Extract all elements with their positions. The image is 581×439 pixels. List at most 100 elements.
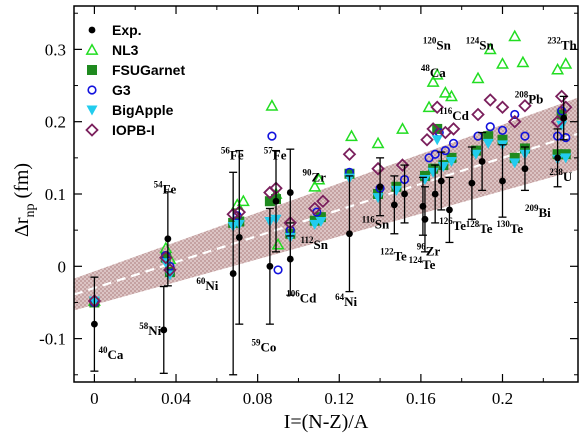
- data-point: [267, 131, 277, 141]
- nucleus-mass: 124: [466, 35, 480, 45]
- data-point: [372, 193, 384, 204]
- nucleus-label: 48Ca: [421, 63, 446, 80]
- nucleus-symbol: Te: [453, 218, 466, 233]
- data-point: [272, 197, 280, 205]
- data-point: [516, 55, 530, 68]
- data-point: [426, 75, 440, 87]
- nucleus-symbol: Sn: [314, 237, 329, 252]
- nucleus-label: 57Fe: [264, 145, 287, 162]
- data-point: [520, 131, 530, 141]
- data-point: [471, 107, 485, 122]
- data-point: [561, 133, 571, 143]
- nucleus-symbol: Fe: [273, 147, 287, 162]
- data-point: [315, 216, 327, 227]
- nucleus-symbol: Th: [561, 37, 578, 52]
- data-point: [438, 86, 452, 98]
- legend-marker: [87, 65, 97, 75]
- data-point: [160, 252, 171, 263]
- nucleus-label: 96Zr: [417, 241, 441, 258]
- data-point: [308, 180, 322, 192]
- nucleus-symbol: Bi: [538, 205, 551, 220]
- nucleus-symbol: Te: [479, 221, 492, 236]
- legend-label: G3: [112, 82, 131, 98]
- data-point: [236, 194, 250, 207]
- nucleus-symbol: Cd: [300, 290, 317, 305]
- data-point: [431, 135, 443, 146]
- data-point: [229, 270, 237, 277]
- nucleus-symbol: Fe: [163, 181, 177, 196]
- nucleus-mass: 124: [409, 255, 423, 265]
- legend: Exp. NL3 FSUGarnet G3 BigApple IOPB-I: [85, 22, 185, 138]
- nucleus-mass: 106: [286, 288, 300, 298]
- nucleus-symbol: Ni: [148, 323, 161, 338]
- data-point: [163, 263, 177, 277]
- data-point: [430, 100, 444, 115]
- nucleus-mass: 116: [439, 106, 453, 116]
- data-point: [390, 185, 402, 196]
- nucleus-mass: 96: [417, 241, 427, 251]
- data-point: [430, 67, 444, 80]
- data-point: [448, 138, 459, 148]
- series-exp-: [90, 95, 568, 376]
- data-point: [554, 89, 569, 104]
- data-point: [509, 158, 521, 169]
- x-tick-label: 0.16: [406, 389, 436, 408]
- data-point: [554, 154, 561, 162]
- nucleus-mass: 120: [423, 35, 437, 45]
- x-tick-label: 0: [90, 389, 99, 408]
- data-point: [551, 62, 565, 75]
- legend-marker: [86, 105, 98, 116]
- data-point: [478, 158, 486, 165]
- legend-marker: [85, 123, 99, 137]
- nucleus-label: 120Sn: [423, 35, 452, 52]
- legend-label: IOPB-I: [112, 122, 155, 138]
- nucleus-label: 130Te: [496, 219, 523, 236]
- data-point: [483, 42, 497, 55]
- data-point: [559, 57, 573, 69]
- data-point: [431, 190, 439, 198]
- data-point: [483, 93, 498, 107]
- data-point: [401, 190, 408, 198]
- data-point: [266, 262, 274, 270]
- x-axis-label: I=(N-Z)/A: [284, 411, 369, 433]
- nucleus-symbol: Sn: [479, 37, 494, 52]
- data-point: [495, 100, 510, 115]
- nucleus-mass: 57: [264, 145, 274, 155]
- data-point: [521, 165, 529, 173]
- nucleus-label: 56Fe: [221, 145, 244, 162]
- data-point: [346, 230, 353, 238]
- nucleus-symbol: Co: [261, 340, 277, 355]
- data-point: [264, 196, 275, 207]
- data-point: [510, 109, 520, 120]
- nucleus-label: 60Ni: [196, 276, 218, 293]
- legend-marker: [85, 43, 99, 55]
- nucleus-symbol: Ni: [205, 278, 218, 293]
- data-point: [160, 326, 168, 334]
- nucleus-mass: 56: [221, 145, 231, 155]
- nucleus-label: 58Ni: [139, 321, 161, 338]
- data-point: [421, 215, 429, 223]
- nucleus-mass: 60: [196, 276, 206, 286]
- nucleus-mass: 126: [439, 216, 453, 226]
- data-point: [427, 167, 439, 178]
- nucleus-symbol: Ca: [107, 347, 123, 362]
- data-point: [286, 189, 294, 196]
- nucleus-symbol: Te: [394, 249, 407, 264]
- nucleus-mass: 209: [525, 203, 539, 213]
- nucleus-label: 54Fe: [154, 179, 177, 196]
- data-point: [518, 99, 532, 113]
- data-point: [499, 177, 506, 185]
- nucleus-label: 59Co: [252, 338, 277, 355]
- fit-line: [74, 132, 578, 296]
- nucleus-label: 106Cd: [286, 288, 317, 305]
- nucleus-symbol: Zr: [312, 170, 327, 185]
- x-tick-label: 0.2: [492, 389, 513, 408]
- nucleus-mass: 54: [154, 179, 164, 189]
- data-point: [420, 132, 434, 147]
- x-tick-label: 0.12: [324, 389, 354, 408]
- data-point: [376, 183, 384, 191]
- nucleus-mass: 48: [421, 63, 431, 73]
- data-point: [437, 162, 449, 173]
- nucleus-mass: 232: [547, 35, 561, 45]
